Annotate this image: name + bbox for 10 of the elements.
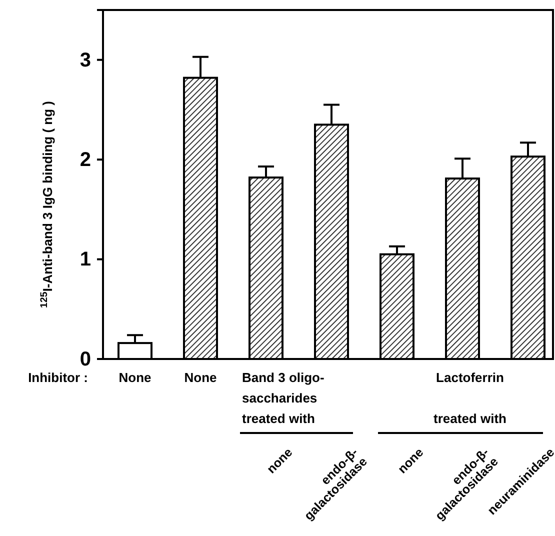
text: Lactoferrin — [436, 370, 504, 385]
text: treated with — [434, 411, 507, 426]
text: Band 3 oligo- saccharides treated with — [242, 370, 324, 426]
text: Inhibitor : — [28, 370, 88, 385]
y-tick-label: 3 — [80, 49, 91, 72]
text: None — [118, 370, 152, 385]
y-tick-label: 1 — [80, 248, 91, 271]
y-tick-label: 0 — [80, 348, 91, 370]
y-tick-label: 2 — [80, 148, 91, 171]
text: None — [184, 370, 217, 385]
